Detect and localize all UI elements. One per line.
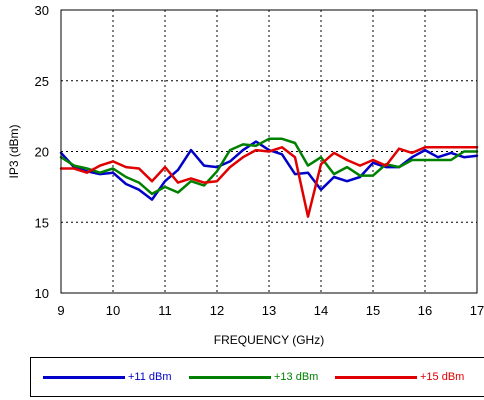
legend-label-plus15: +15 dBm (420, 371, 465, 383)
series-line-1 (59, 140, 479, 201)
legend-item-plus15: +15 dBm (335, 370, 464, 384)
plot-area-frame (60, 9, 478, 294)
legend-item-plus13: +13 dBm (189, 370, 318, 384)
legend-label-plus11: +11 dBm (128, 371, 172, 383)
series-line-2 (59, 137, 479, 196)
series-line-3 (59, 146, 479, 218)
legend-line-plus11 (43, 375, 125, 379)
x-tick-label: 12 (210, 303, 224, 318)
legend-item-plus11: +11 dBm (43, 370, 172, 384)
y-axis-label: IP3 (dBm) (7, 124, 21, 178)
x-tick-label: 11 (158, 303, 172, 318)
x-tick-label: 10 (106, 303, 120, 318)
y-tick-label: 25 (35, 74, 49, 89)
legend-line-plus15 (335, 375, 417, 379)
series-lines (59, 137, 479, 218)
axis-ticks: 9 10 11 12 13 14 15 16 17 10 15 20 25 30 (35, 3, 484, 318)
legend: +11 dBm +13 dBm +15 dBm (30, 357, 484, 397)
x-tick-label: 13 (262, 303, 276, 318)
legend-line-plus13 (189, 375, 271, 379)
x-tick-label: 16 (418, 303, 432, 318)
y-tick-label: 15 (35, 215, 49, 230)
y-tick-label: 10 (35, 286, 49, 301)
x-tick-label: 15 (366, 303, 380, 318)
x-axis-label: FREQUENCY (GHz) (214, 333, 324, 347)
y-tick-label: 30 (35, 3, 49, 18)
x-tick-label: 17 (470, 303, 484, 318)
x-tick-label: 14 (314, 303, 328, 318)
x-tick-label: 9 (57, 303, 64, 318)
y-tick-label: 20 (35, 145, 49, 160)
legend-label-plus13: +13 dBm (274, 371, 319, 383)
